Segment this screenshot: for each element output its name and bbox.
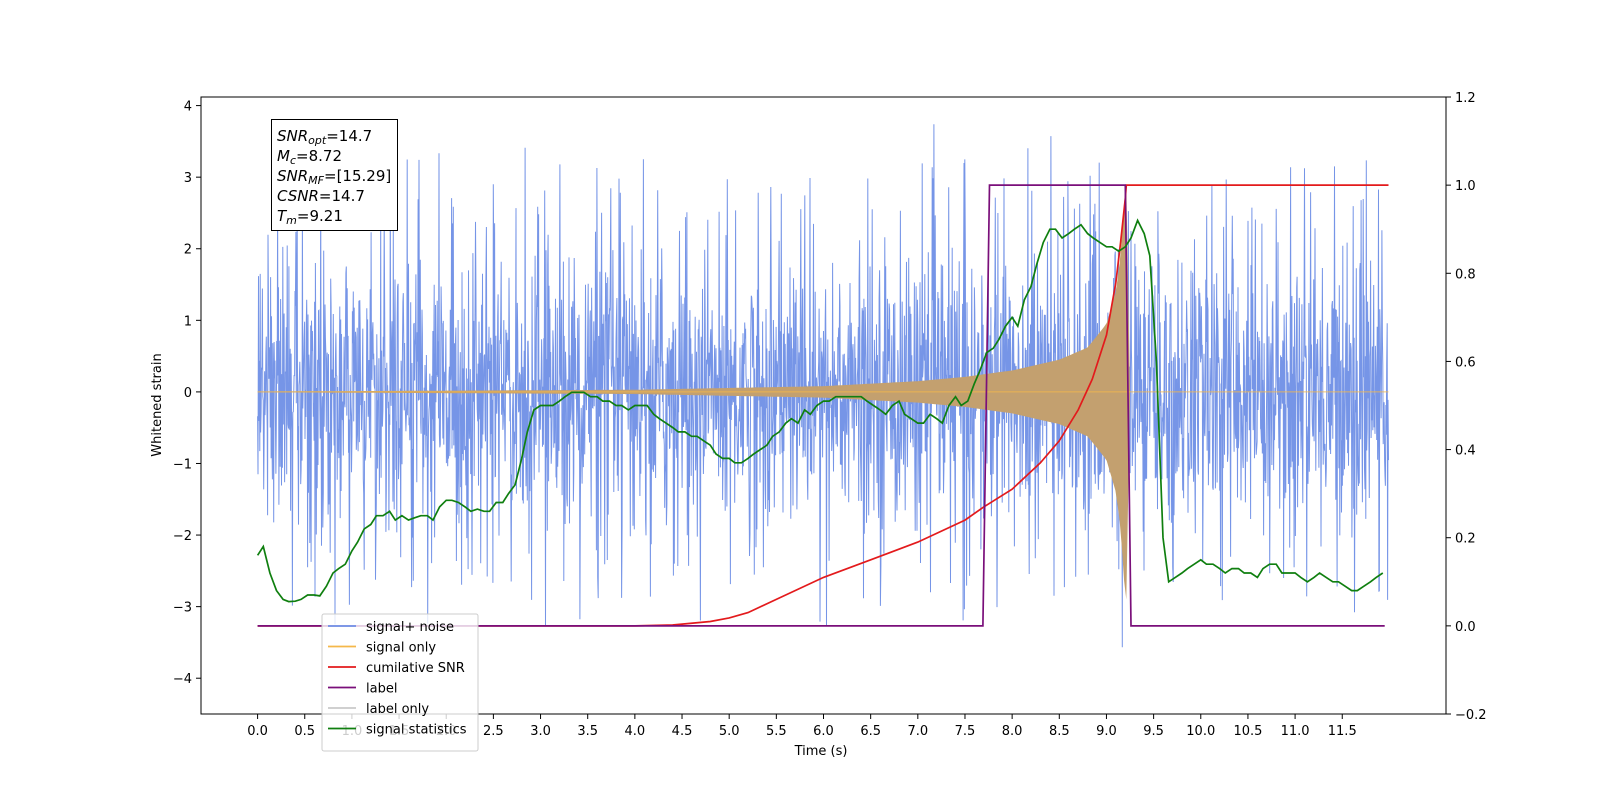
legend-item: signal statistics [366,723,467,738]
x-tick-label: 4.5 [672,724,693,739]
plot-content [256,124,1389,648]
y-axis-left: −4 −3 −2 −1 0 1 2 3 4 [173,100,201,687]
x-tick-label: 6.0 [813,724,834,739]
y-left-tick-label: −4 [173,672,192,687]
y-left-tick-label: 4 [184,100,192,115]
x-tick-label: 11.5 [1328,724,1357,739]
y-right-tick-label: 0.4 [1455,444,1476,459]
y-left-tick-label: −2 [173,529,192,544]
x-tick-label: 11.0 [1281,724,1310,739]
x-tick-label: 2.5 [483,724,504,739]
x-axis-label: Time (s) [794,744,848,759]
signal-statistics-line [256,218,1384,603]
y-right-tick-label: 0.0 [1455,620,1476,635]
x-tick-label: 3.0 [530,724,551,739]
legend: signal+ noise signal only cumilative SNR la… [321,613,479,752]
stat-merger-time: Tm=9.21 [277,207,343,227]
y-axis-right: −0.2 0.0 0.2 0.4 0.6 0.8 1.0 1.2 [1446,91,1487,723]
x-tick-label: 5.5 [766,724,787,739]
y-right-tick-label: 0.2 [1455,532,1476,547]
stat-snr-opt: SNRopt=14.7 [277,127,373,147]
x-tick-label: 8.5 [1049,724,1070,739]
x-tick-label: 5.0 [719,724,740,739]
legend-box [321,613,479,752]
stat-snr-mf: SNRMF=[15.29] [277,167,392,187]
x-tick-label: 3.5 [577,724,598,739]
signal-noise-line [257,124,1389,648]
legend-item: signal only [366,641,436,656]
y-right-tick-label: 0.8 [1455,267,1476,282]
legend-item: label only [366,702,429,717]
y-right-tick-label: 0.6 [1455,355,1476,370]
x-tick-label: 9.0 [1096,724,1117,739]
y-left-tick-label: 3 [184,171,192,186]
x-tick-label: 0.5 [294,724,315,739]
y-left-tick-label: −3 [173,601,192,616]
y-right-tick-label: 1.0 [1455,179,1476,194]
label-line [257,184,1385,627]
x-tick-label: 9.5 [1143,724,1164,739]
legend-item: cumilative SNR [366,661,465,676]
x-tick-label: 4.0 [625,724,646,739]
x-tick-label: 6.5 [860,724,881,739]
y-left-tick-label: 1 [184,314,192,329]
x-tick-label: 0.0 [247,724,268,739]
x-tick-label: 8.0 [1002,724,1023,739]
cumulative-snr-line [257,184,1389,627]
x-tick-label: 10.0 [1186,724,1215,739]
legend-item: signal+ noise [366,620,454,635]
x-tick-label: 7.5 [955,724,976,739]
y-right-tick-label: 1.2 [1455,91,1476,106]
x-tick-label: 7.0 [907,724,928,739]
x-tick-label: 10.5 [1233,724,1262,739]
y-axis-label: Whitened strain [150,353,165,456]
y-left-tick-label: −1 [173,457,192,472]
y-left-tick-label: 2 [184,243,192,258]
legend-item: label [366,682,397,697]
y-left-tick-label: 0 [184,386,192,401]
stats-box: SNRopt=14.7 Mc=8.72 SNRMF=[15.29] CSNR=1… [271,119,399,231]
stat-chirp-mass: Mc=8.72 [277,147,342,167]
y-right-tick-label: −0.2 [1455,708,1487,723]
stat-csnr: CSNR=14.7 [277,187,365,205]
